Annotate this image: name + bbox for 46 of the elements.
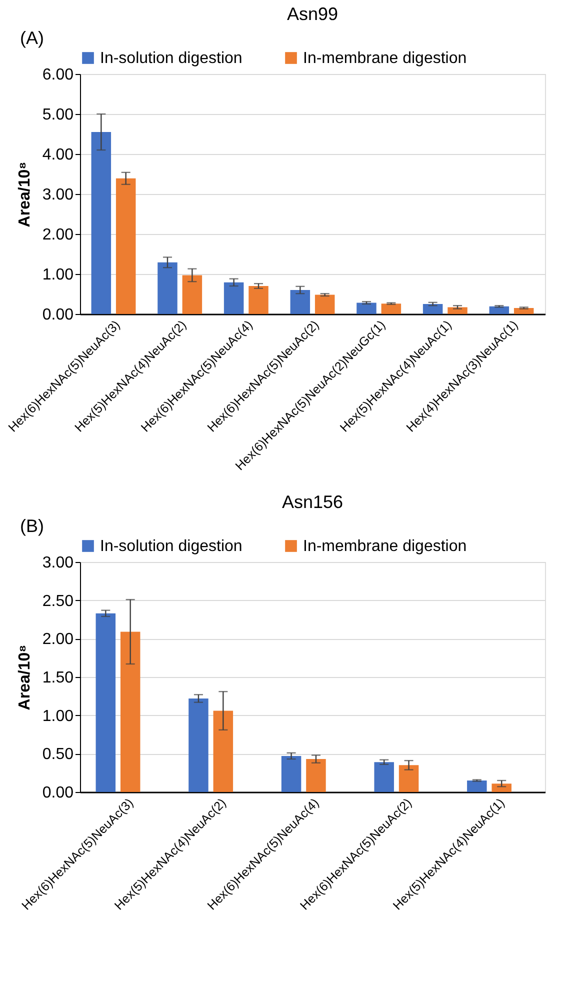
y-tick-label: 6.00 bbox=[42, 66, 74, 84]
y-tick-label: 5.00 bbox=[42, 106, 74, 124]
bar bbox=[158, 262, 178, 314]
bar bbox=[120, 632, 140, 792]
bar bbox=[224, 282, 244, 314]
bar bbox=[381, 304, 402, 314]
legend-label: In-solution digestion bbox=[100, 538, 242, 555]
y-tick-label: 0.00 bbox=[42, 306, 74, 324]
bar bbox=[306, 759, 326, 792]
y-axis-title: Area/10⁸ bbox=[16, 644, 34, 710]
bar bbox=[356, 302, 376, 314]
text: (B) bbox=[20, 516, 44, 536]
bar bbox=[374, 762, 394, 792]
y-tick-label: 1.00 bbox=[42, 708, 74, 725]
bar bbox=[467, 780, 487, 792]
legend-label: In-membrane digestion bbox=[303, 50, 467, 67]
y-tick-label: 3.00 bbox=[42, 554, 74, 572]
y-axis-title: Area/10⁸ bbox=[16, 162, 34, 228]
legend-label: In-membrane digestion bbox=[303, 538, 467, 555]
y-tick-label: 3.00 bbox=[42, 186, 74, 204]
y-tick-label: 2.00 bbox=[42, 226, 74, 244]
bar bbox=[248, 286, 268, 314]
bar bbox=[290, 290, 310, 314]
legend-label: In-solution digestion bbox=[100, 50, 242, 67]
bar bbox=[422, 304, 443, 314]
y-tick-label: 1.00 bbox=[42, 266, 74, 284]
bar bbox=[492, 784, 512, 792]
chart-title: Asn99 bbox=[286, 4, 338, 24]
text: (A) bbox=[20, 28, 44, 48]
y-tick-label: 1.50 bbox=[42, 670, 74, 686]
y-tick-label: 4.00 bbox=[42, 146, 74, 164]
bar bbox=[188, 698, 208, 792]
chart-title: Asn156 bbox=[282, 492, 344, 512]
bar bbox=[96, 613, 116, 792]
bar bbox=[314, 294, 335, 314]
y-tick-label: 0.00 bbox=[42, 784, 74, 802]
y-tick-label: 0.50 bbox=[42, 746, 74, 764]
bar bbox=[489, 306, 510, 314]
bar bbox=[398, 765, 419, 792]
y-tick-label: 2.00 bbox=[42, 631, 74, 648]
bar bbox=[116, 178, 136, 314]
bar bbox=[281, 756, 302, 792]
y-tick-label: 2.50 bbox=[42, 592, 74, 610]
bar bbox=[213, 710, 234, 792]
bar bbox=[91, 132, 112, 314]
bar bbox=[182, 275, 202, 314]
